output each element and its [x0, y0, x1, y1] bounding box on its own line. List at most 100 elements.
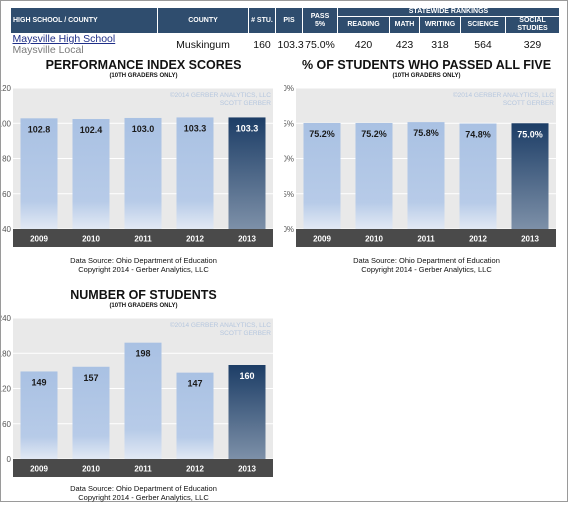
y-tick-label: 25%	[284, 190, 294, 199]
pass5-value: 75.0%	[305, 39, 335, 51]
table-row: Maysville High School Maysville Local Mu…	[11, 34, 560, 57]
x-tick-label: 2011	[134, 235, 152, 244]
chart-subtitle: (10TH GRADERS ONLY)	[109, 73, 178, 79]
pis-value: 103.3	[277, 39, 304, 51]
bar-value-label: 157	[83, 373, 98, 383]
x-tick-label: 2013	[521, 235, 539, 244]
bar	[303, 122, 341, 229]
y-tick-label: 50%	[284, 155, 294, 164]
chart-subtitle: (10TH GRADERS ONLY)	[109, 303, 178, 309]
bar	[511, 123, 549, 229]
bar-value-label: 103.0	[132, 124, 155, 134]
bar-value-label: 102.8	[28, 124, 51, 134]
bar-value-label: 160	[239, 371, 254, 381]
source-line: Data Source: Ohio Department of Educatio…	[353, 256, 500, 265]
watermark-text: SCOTT GERBER	[220, 330, 271, 337]
chart-plot: 0% 25% 50% 75% 100% ©2014 GERBER ANALYTICS, L…	[284, 85, 556, 247]
y-tick-label: 60	[2, 190, 11, 199]
y-tick-label: 75%	[284, 119, 294, 128]
chart-title-block: PERFORMANCE INDEX SCORES (10TH GRADERS O…	[1, 59, 286, 80]
x-tick-label: 2012	[186, 235, 204, 244]
bar	[72, 366, 110, 459]
data-source-note: Data Source: Ohio Department of Educatio…	[1, 484, 286, 502]
bar	[124, 117, 162, 229]
source-line: Data Source: Ohio Department of Educatio…	[70, 256, 217, 265]
x-axis-band	[13, 459, 273, 477]
bar	[228, 117, 266, 229]
col-header-rankings: STATEWIDE RANKINGS	[336, 7, 561, 17]
col-header-pis: PIS	[275, 7, 303, 34]
social-rank-value: 329	[523, 39, 542, 51]
school-summary-table: HIGH SCHOOL / COUNTY COUNTY # STU. PIS P…	[10, 7, 561, 57]
copyright-line: Copyright 2014 - Gerber Analytics, LLC	[361, 265, 492, 274]
bar	[20, 371, 58, 459]
y-tick-label: 100	[1, 119, 12, 128]
bar-value-label: 103.3	[184, 123, 207, 133]
chart-title-block: NUMBER OF STUDENTS (10TH GRADERS ONLY)	[1, 289, 286, 310]
y-tick-label: 40	[2, 225, 11, 234]
chart-title: % OF STUDENTS WHO PASSED ALL FIVE	[301, 58, 552, 72]
school-link[interactable]: Maysville High School	[12, 33, 116, 45]
bar	[176, 372, 214, 459]
bar	[407, 122, 445, 229]
x-tick-label: 2009	[30, 235, 48, 244]
y-tick-label: 120	[1, 85, 12, 93]
x-tick-label: 2011	[417, 235, 435, 244]
bar-value-label: 102.4	[80, 125, 103, 135]
y-tick-label: 0%	[284, 225, 294, 234]
bar-value-label: 147	[187, 379, 202, 389]
bar-value-label: 75.0%	[517, 129, 543, 139]
bar-value-label: 75.2%	[361, 129, 387, 139]
col-header-science: SCIENCE	[460, 16, 506, 34]
watermark-text: ©2014 GERBER ANALYTICS, LLC	[170, 91, 271, 99]
x-tick-label: 2013	[238, 235, 256, 244]
chart-subtitle: (10TH GRADERS ONLY)	[392, 73, 461, 79]
bar	[124, 342, 162, 459]
col-header-social: SOCIAL STUDIES	[504, 16, 561, 34]
chart-title: PERFORMANCE INDEX SCORES	[45, 58, 242, 72]
copyright-line: Copyright 2014 - Gerber Analytics, LLC	[78, 493, 209, 502]
watermark-text: ©2014 GERBER ANALYTICS, LLC	[170, 321, 271, 329]
bar	[20, 118, 58, 229]
copyright-line: Copyright 2014 - Gerber Analytics, LLC	[78, 265, 209, 274]
chart-title: NUMBER OF STUDENTS	[70, 288, 217, 302]
col-header-school: HIGH SCHOOL / COUNTY	[10, 7, 158, 34]
bar-value-label: 103.3	[236, 123, 259, 133]
x-tick-label: 2010	[82, 235, 100, 244]
chart-plot: 0 60 120 180 240 ©2014 GERBER ANALYTICS, LLCS…	[1, 315, 273, 477]
x-tick-label: 2011	[134, 465, 152, 474]
performance-index-chart: PERFORMANCE INDEX SCORES (10TH GRADERS O…	[1, 58, 286, 278]
bar	[228, 365, 266, 459]
y-tick-label: 180	[1, 349, 12, 358]
x-axis-band	[296, 229, 556, 247]
x-tick-label: 2010	[82, 465, 100, 474]
students-value: 160	[253, 39, 271, 51]
x-tick-label: 2013	[238, 465, 256, 474]
math-rank-value: 423	[395, 39, 414, 51]
source-line: Data Source: Ohio Department of Educatio…	[70, 484, 217, 493]
pass-all-five-chart: % OF STUDENTS WHO PASSED ALL FIVE (10TH …	[284, 58, 569, 278]
x-tick-label: 2009	[313, 235, 331, 244]
y-tick-label: 100%	[284, 85, 294, 93]
col-header-students: # STU.	[248, 7, 276, 34]
bar	[72, 119, 110, 229]
data-source-note: Data Source: Ohio Department of Educatio…	[284, 256, 569, 274]
x-tick-label: 2010	[365, 235, 383, 244]
writing-rank-value: 318	[431, 39, 449, 51]
school-cell: Maysville High School Maysville Local	[11, 34, 158, 57]
col-header-reading: READING	[337, 16, 390, 34]
number-of-students-chart: NUMBER OF STUDENTS (10TH GRADERS ONLY) 0…	[1, 288, 286, 503]
x-axis-band	[13, 229, 273, 247]
col-header-math: MATH	[389, 16, 420, 34]
x-tick-label: 2012	[186, 465, 204, 474]
bar-value-label: 75.8%	[413, 128, 439, 138]
chart-plot: 40 60 80 100 120 ©2014 GERBER ANALYTICS, LLCS…	[1, 85, 273, 247]
bar-value-label: 75.2%	[309, 129, 335, 139]
science-rank-value: 564	[474, 39, 492, 51]
col-header-pass5: PASS 5%	[302, 7, 338, 34]
y-tick-label: 60	[2, 420, 11, 429]
watermark-text: ©2014 GERBER ANALYTICS, LLC	[453, 91, 554, 99]
district-name: Maysville Local	[12, 44, 84, 56]
bar	[459, 123, 497, 229]
bar	[355, 122, 393, 229]
